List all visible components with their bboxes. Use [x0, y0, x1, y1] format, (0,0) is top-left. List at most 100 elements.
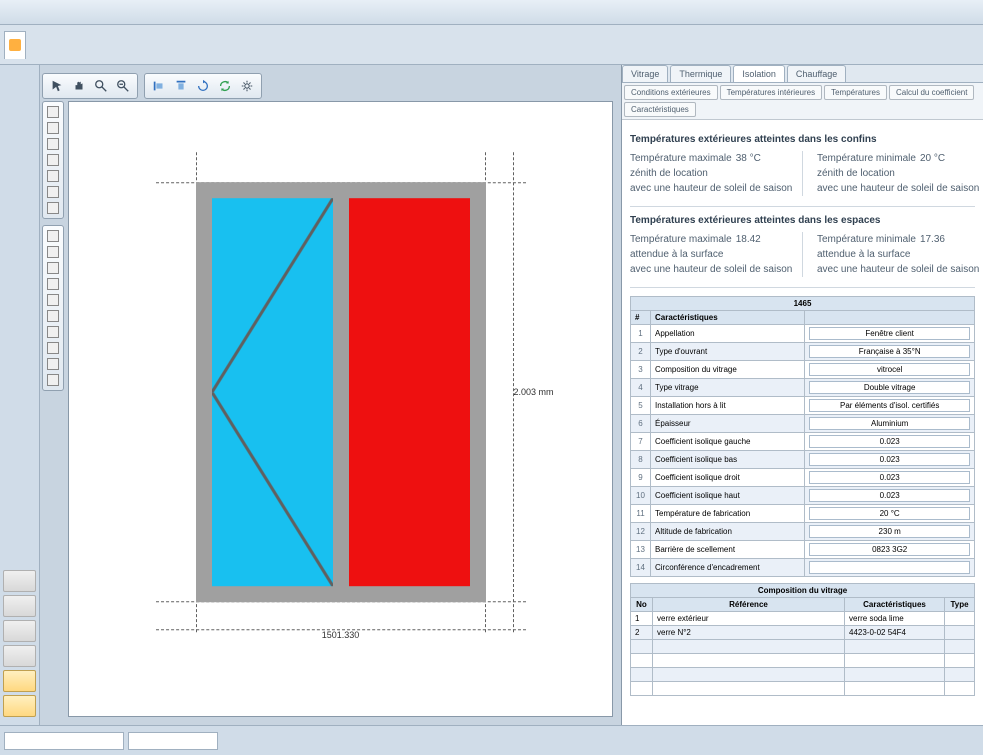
value-input[interactable]	[809, 327, 970, 340]
palette-column	[42, 101, 64, 717]
value-input[interactable]	[809, 471, 970, 484]
panel-body: Températures extérieures atteintes dans …	[622, 120, 983, 725]
swatch[interactable]	[47, 170, 59, 182]
row-value-cell	[805, 343, 975, 361]
cell: 4423-0-02 54F4	[845, 626, 945, 640]
swatch[interactable]	[47, 358, 59, 370]
row-label: Altitude de fabrication	[651, 523, 805, 541]
swatch[interactable]	[47, 186, 59, 198]
swatch[interactable]	[47, 326, 59, 338]
pointer-tool[interactable]	[48, 77, 66, 95]
nav-item[interactable]	[3, 645, 36, 667]
cell	[653, 682, 845, 696]
value-input[interactable]	[809, 363, 970, 376]
row-label: Coefficient isolique droit	[651, 469, 805, 487]
row-label: Installation hors à lit	[651, 397, 805, 415]
label: zénith de location	[630, 166, 708, 181]
comp-col-no: No	[631, 598, 653, 612]
swatch[interactable]	[47, 342, 59, 354]
window-frame[interactable]	[196, 182, 486, 602]
comp-col-car: Caractéristiques	[845, 598, 945, 612]
zoom-in-tool[interactable]	[92, 77, 110, 95]
value: 18.42	[736, 232, 761, 247]
value-input[interactable]	[809, 417, 970, 430]
table-row: 8Coefficient isolique bas	[631, 451, 975, 469]
tab-thermique[interactable]: Thermique	[670, 65, 731, 82]
canvas-viewport[interactable]: 1501.330 2.003 mm	[68, 101, 613, 717]
row-label: Type d'ouvrant	[651, 343, 805, 361]
value-input[interactable]	[809, 507, 970, 520]
swatch[interactable]	[47, 374, 59, 386]
swatch[interactable]	[47, 106, 59, 118]
subtab[interactable]: Températures intérieures	[720, 85, 822, 100]
swatch[interactable]	[47, 154, 59, 166]
value-input[interactable]	[809, 543, 970, 556]
value-input[interactable]	[809, 525, 970, 538]
swatch[interactable]	[47, 246, 59, 258]
row-value-cell	[805, 469, 975, 487]
label: avec une hauteur de soleil de saison	[630, 262, 792, 277]
nav-item[interactable]	[3, 570, 36, 592]
swatch[interactable]	[47, 138, 59, 150]
swatch[interactable]	[47, 202, 59, 214]
tab-isolation[interactable]: Isolation	[733, 65, 785, 82]
subtab[interactable]: Températures	[824, 85, 887, 100]
align-left-tool[interactable]	[150, 77, 168, 95]
swatch[interactable]	[47, 294, 59, 306]
cell	[845, 668, 945, 682]
pane-left[interactable]	[212, 198, 333, 586]
table-row: 2verre N°24423-0-02 54F4	[631, 626, 975, 640]
hand-tool[interactable]	[70, 77, 88, 95]
label: avec une hauteur de soleil de saison	[817, 262, 979, 277]
canvas-inner: 1501.330 2.003 mm	[42, 101, 613, 717]
nav-item[interactable]	[3, 695, 36, 717]
swatch[interactable]	[47, 278, 59, 290]
refresh-tool[interactable]	[216, 77, 234, 95]
table-row: 1verre extérieurverre soda lime	[631, 612, 975, 626]
label: Température maximale	[630, 232, 732, 247]
swatch[interactable]	[47, 230, 59, 242]
rotate-tool[interactable]	[194, 77, 212, 95]
align-top-tool[interactable]	[172, 77, 190, 95]
subtab[interactable]: Caractéristiques	[624, 102, 696, 117]
value-input[interactable]	[809, 435, 970, 448]
subtab[interactable]: Calcul du coefficient	[889, 85, 974, 100]
value-input[interactable]	[809, 561, 970, 574]
value-input[interactable]	[809, 453, 970, 466]
row-num: 13	[631, 541, 651, 559]
swatch[interactable]	[47, 262, 59, 274]
tab-chauffage[interactable]: Chauffage	[787, 65, 846, 82]
swatch[interactable]	[47, 310, 59, 322]
settings-tool[interactable]	[238, 77, 256, 95]
table-row: 11Température de fabrication	[631, 505, 975, 523]
prop-col-value	[805, 311, 975, 325]
nav-item[interactable]	[3, 595, 36, 617]
value-input[interactable]	[809, 399, 970, 412]
nav-item-active[interactable]	[3, 670, 36, 692]
cell	[631, 654, 653, 668]
value: 20 °C	[920, 151, 945, 166]
dim-width-label: 1501.330	[322, 630, 360, 640]
palette-upper	[42, 101, 64, 219]
ribbon-tab-active[interactable]	[4, 31, 26, 59]
nav-item[interactable]	[3, 620, 36, 642]
value-input[interactable]	[809, 381, 970, 394]
value: 38 °C	[736, 151, 761, 166]
workspace: 1501.330 2.003 mm Vi	[40, 65, 983, 725]
zoom-out-tool[interactable]	[114, 77, 132, 95]
subtab[interactable]: Conditions extérieures	[624, 85, 718, 100]
table-row: 5Installation hors à lit	[631, 397, 975, 415]
pane-right[interactable]	[349, 198, 470, 586]
dim-height-label: 2.003 mm	[513, 387, 553, 397]
swatch[interactable]	[47, 122, 59, 134]
tab-vitrage[interactable]: Vitrage	[622, 65, 668, 82]
row-num: 8	[631, 451, 651, 469]
prop-main-header: 1465	[631, 297, 975, 311]
row-value-cell	[805, 559, 975, 577]
table-row: 1Appellation	[631, 325, 975, 343]
value-input[interactable]	[809, 489, 970, 502]
value-input[interactable]	[809, 345, 970, 358]
table-row: 7Coefficient isolique gauche	[631, 433, 975, 451]
table-row: 6Épaisseur	[631, 415, 975, 433]
label: avec une hauteur de soleil de saison	[630, 181, 792, 196]
